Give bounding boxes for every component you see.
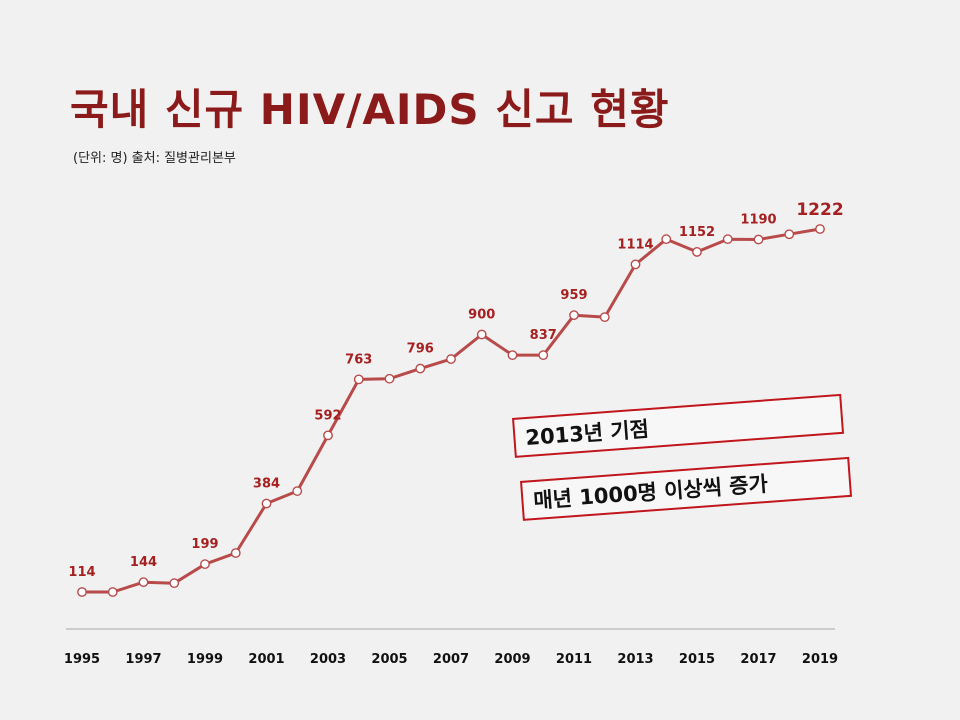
x-tick-label-2013: 2013	[617, 652, 653, 667]
x-tick-label-1999: 1999	[187, 652, 223, 667]
x-tick-label-1997: 1997	[125, 652, 161, 667]
data-point-2000	[230, 548, 241, 558]
data-label-2019: 1222	[796, 200, 843, 220]
data-point-2019	[815, 224, 825, 234]
data-point-2016	[722, 234, 733, 245]
data-label-2001: 384	[253, 477, 280, 492]
x-tick-label-1995: 1995	[64, 652, 100, 667]
x-tick-label-2011: 2011	[556, 652, 592, 667]
data-label-1999: 199	[191, 537, 218, 552]
data-point-1995	[77, 587, 87, 597]
data-point-1996	[107, 587, 118, 597]
x-tick-label-2019: 2019	[802, 652, 838, 667]
x-tick-label-2003: 2003	[310, 652, 346, 667]
x-tick-label-2005: 2005	[371, 652, 407, 667]
data-label-1995: 114	[68, 565, 95, 580]
data-label-2010: 837	[530, 328, 557, 343]
data-point-2013	[630, 259, 641, 270]
data-point-2018	[784, 229, 795, 240]
data-point-2012	[599, 312, 610, 323]
data-point-2009	[507, 350, 518, 361]
data-point-2014	[661, 234, 672, 245]
page-title: 국내 신규 HIV/AIDS 신고 현황	[70, 85, 670, 134]
x-tick-label-2007: 2007	[433, 652, 469, 667]
data-point-1997	[138, 577, 149, 588]
data-point-2002	[292, 486, 303, 496]
data-label-2013: 1114	[617, 237, 653, 252]
data-point-2011	[569, 310, 579, 321]
x-tick-label-2009: 2009	[494, 652, 530, 667]
data-point-2003	[323, 430, 333, 441]
data-label-2011: 959	[560, 288, 587, 303]
data-label-2003: 592	[314, 408, 341, 423]
data-label-2017: 1190	[740, 212, 776, 227]
data-point-2010	[538, 350, 549, 361]
data-point-1998	[169, 578, 180, 589]
data-point-2001	[261, 498, 272, 509]
data-label-2004: 763	[345, 352, 372, 367]
data-point-2007	[446, 354, 456, 364]
data-point-2015	[692, 247, 702, 257]
data-point-2008	[476, 329, 487, 340]
callout-text-start: 2013년 기점	[524, 417, 650, 451]
x-tick-label-2001: 2001	[248, 652, 284, 667]
x-tick-label-2015: 2015	[679, 652, 715, 667]
data-point-2006	[415, 363, 426, 374]
data-point-2017	[753, 234, 764, 245]
data-label-2006: 796	[407, 342, 434, 357]
data-point-1999	[200, 559, 210, 570]
data-point-2004	[353, 374, 364, 385]
data-point-2005	[384, 373, 395, 384]
data-label-1997: 144	[130, 555, 157, 570]
chart-subtitle: (단위: 명) 출처: 질병관리본부	[73, 151, 236, 166]
data-label-2008: 900	[468, 307, 495, 322]
x-tick-label-2017: 2017	[740, 652, 776, 667]
data-label-2015: 1152	[679, 225, 715, 240]
